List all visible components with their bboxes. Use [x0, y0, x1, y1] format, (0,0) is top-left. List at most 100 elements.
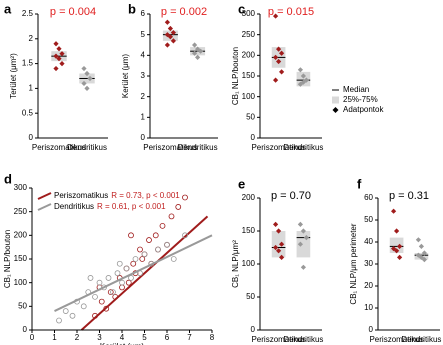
data-point	[195, 54, 201, 60]
panel-title: p = 0.004	[50, 6, 96, 18]
y-tick-label: 5	[141, 30, 146, 39]
data-point	[53, 41, 59, 47]
data-point	[394, 228, 400, 234]
legend-stat: R = 0.61, p < 0.001	[97, 202, 166, 211]
data-point	[279, 254, 285, 260]
data-point	[279, 241, 285, 247]
legend-label: Median	[343, 85, 369, 94]
data-point	[81, 80, 87, 87]
category-label: Periszomatikus	[251, 335, 305, 344]
data-point	[297, 241, 303, 247]
data-point	[87, 275, 94, 281]
data-point	[119, 284, 125, 291]
panel-title: p = 0.31	[389, 190, 429, 202]
category-label: Dendritikus	[283, 143, 323, 152]
y-tick-label: 2	[29, 34, 34, 43]
y-tick-label: 200	[14, 230, 28, 239]
data-point	[276, 58, 282, 65]
data-point	[105, 275, 112, 281]
x-tick-label: 8	[210, 333, 215, 342]
data-point	[81, 65, 87, 72]
panel-letter: e	[238, 176, 245, 191]
y-tick-label: 6	[141, 9, 146, 18]
y-tick-label: 3	[141, 71, 146, 80]
data-point	[107, 289, 114, 296]
y-axis-label: Terület (μm²)	[9, 53, 18, 99]
data-point	[182, 194, 188, 201]
data-point	[167, 25, 173, 32]
data-point	[152, 232, 159, 239]
data-point	[273, 54, 279, 60]
data-point	[170, 30, 176, 36]
y-tick-label: 100	[242, 259, 256, 268]
fit-line	[80, 215, 209, 331]
y-tick-label: 0.5	[22, 108, 34, 117]
data-point	[300, 79, 306, 85]
category-label: Dendritikus	[178, 143, 218, 152]
panel-letter: d	[4, 171, 12, 186]
panel-title: p = 0.70	[271, 190, 311, 202]
legend-label: Periszomatikus	[54, 191, 108, 200]
iqr-box	[271, 231, 286, 258]
y-tick-label: 150	[242, 226, 256, 235]
data-point	[92, 293, 98, 300]
y-tick-label: 40	[364, 237, 373, 246]
x-tick-label: 2	[75, 333, 80, 342]
y-tick-label: 300	[14, 183, 28, 192]
data-point	[155, 246, 161, 253]
x-tick-label: 4	[120, 333, 125, 342]
data-point	[87, 75, 93, 82]
legend-key	[332, 96, 339, 104]
data-point	[415, 252, 421, 258]
category-label: Dendritikus	[67, 143, 107, 152]
legend-label: Dendritikus	[54, 202, 94, 211]
y-tick-label: 0	[251, 133, 256, 142]
data-point	[119, 279, 125, 286]
y-axis-label: Kerület (μm)	[121, 54, 130, 99]
category-label: Periszomatikus	[143, 143, 197, 152]
data-point	[394, 248, 400, 254]
x-axis-label: Kerület (μm)	[100, 342, 145, 345]
data-point	[421, 257, 427, 263]
category-label: Dendritikus	[283, 335, 323, 344]
data-point	[167, 34, 173, 40]
data-point	[84, 70, 90, 77]
category-label: Periszomatikus	[32, 143, 86, 152]
data-point	[421, 250, 427, 256]
y-tick-label: 150	[242, 71, 256, 80]
data-point	[141, 251, 148, 258]
category-label: Periszomatikus	[369, 335, 423, 344]
data-point	[146, 237, 152, 243]
data-point	[175, 204, 182, 210]
y-tick-label: 150	[14, 254, 28, 263]
legend-label: Adatpontok	[343, 105, 384, 114]
data-point	[397, 254, 403, 260]
y-tick-label: 1.5	[22, 59, 34, 68]
x-tick-label: 1	[52, 333, 57, 342]
data-point	[132, 256, 139, 262]
panel-letter: b	[128, 1, 136, 16]
y-tick-label: 2	[141, 92, 146, 101]
legend-key	[332, 107, 339, 113]
data-point	[276, 46, 282, 52]
data-point	[59, 61, 65, 67]
data-point	[397, 243, 403, 249]
y-tick-label: 50	[364, 215, 373, 224]
y-axis-label: CB₁ NLP/bouton	[3, 230, 12, 288]
data-point	[273, 221, 279, 227]
data-point	[391, 208, 397, 214]
y-tick-label: 100	[242, 92, 256, 101]
data-point	[192, 42, 198, 48]
x-tick-label: 3	[97, 333, 102, 342]
data-point	[273, 13, 279, 19]
data-point	[297, 81, 303, 87]
y-tick-label: 50	[246, 292, 255, 301]
y-axis-label: CB₁ NLP/bouton	[231, 47, 240, 105]
legend-label: 25%-75%	[343, 95, 378, 104]
data-point	[98, 298, 105, 305]
y-tick-label: 60	[364, 193, 373, 202]
x-tick-label: 5	[142, 333, 147, 342]
y-tick-label: 200	[242, 50, 256, 59]
data-point	[168, 213, 175, 220]
